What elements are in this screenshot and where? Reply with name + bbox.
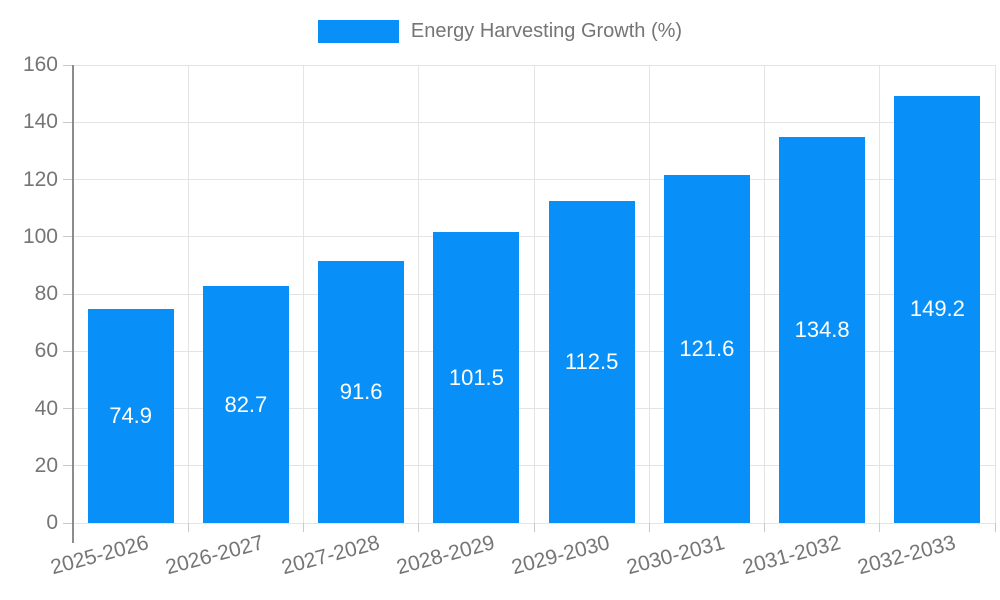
bar: 91.6 bbox=[318, 260, 405, 523]
y-tick-label: 160 bbox=[22, 53, 58, 76]
x-tick-label: 2032-2033 bbox=[855, 531, 959, 580]
gridline bbox=[879, 65, 881, 523]
tick-mark bbox=[63, 64, 72, 66]
tick-mark bbox=[63, 350, 72, 352]
legend-label: Energy Harvesting Growth (%) bbox=[410, 20, 683, 42]
bar-value-label: 82.7 bbox=[224, 391, 268, 417]
tick-mark bbox=[418, 523, 420, 532]
x-tick-label: 2031-2032 bbox=[739, 531, 843, 580]
y-tick-label: 60 bbox=[34, 339, 58, 363]
bar: 74.9 bbox=[87, 308, 174, 523]
x-tick-label: 2028-2029 bbox=[394, 531, 498, 580]
tick-mark bbox=[303, 523, 304, 532]
tick-mark bbox=[764, 523, 765, 532]
y-tick-label: 140 bbox=[22, 110, 58, 134]
bar: 149.2 bbox=[894, 95, 981, 523]
gridline bbox=[648, 65, 650, 523]
bar-value-label: 101.5 bbox=[448, 364, 504, 390]
gridline bbox=[764, 65, 765, 523]
tick-mark bbox=[63, 121, 72, 123]
y-tick-label: 20 bbox=[34, 453, 58, 477]
x-tick-label: 2025-2026 bbox=[48, 531, 152, 580]
legend: Energy Harvesting Growth (%) bbox=[0, 20, 1000, 43]
tick-mark bbox=[63, 465, 72, 467]
bar: 121.6 bbox=[663, 174, 750, 523]
gridline bbox=[418, 65, 420, 523]
y-tick-label: 80 bbox=[34, 282, 58, 305]
tick-mark bbox=[63, 408, 72, 409]
y-axis-line bbox=[72, 65, 74, 543]
tick-mark bbox=[533, 523, 535, 532]
gridline bbox=[533, 65, 535, 523]
x-tick-label: 2030-2031 bbox=[624, 531, 728, 580]
tick-mark bbox=[994, 523, 996, 532]
tick-mark bbox=[879, 523, 881, 532]
bar: 112.5 bbox=[548, 200, 635, 523]
bar-value-label: 134.8 bbox=[794, 317, 850, 343]
tick-mark bbox=[63, 293, 72, 295]
gridline bbox=[187, 65, 189, 523]
bar-value-label: 74.9 bbox=[109, 402, 153, 428]
y-tick-label: 100 bbox=[22, 224, 58, 248]
bar-value-label: 121.6 bbox=[679, 335, 735, 361]
plot-area: 0 20 40 60 80 100 120 140 160 74.9 2025-2026 82.7 20… bbox=[23, 53, 996, 579]
y-tick-label: 0 bbox=[46, 511, 58, 534]
x-tick-label: 2027-2028 bbox=[278, 531, 382, 580]
y-tick-label: 40 bbox=[34, 396, 58, 420]
x-tick-label: 2029-2030 bbox=[509, 531, 613, 580]
gridline bbox=[303, 65, 304, 523]
bar-value-label: 91.6 bbox=[339, 378, 383, 404]
legend-swatch bbox=[317, 20, 399, 43]
tick-mark bbox=[648, 523, 650, 532]
y-tick-label: 120 bbox=[22, 167, 58, 191]
bar-value-label: 112.5 bbox=[564, 348, 619, 374]
x-tick-label: 2026-2027 bbox=[163, 531, 267, 580]
gridline bbox=[994, 65, 996, 523]
tick-mark bbox=[63, 179, 72, 180]
bar: 134.8 bbox=[779, 137, 866, 523]
tick-mark bbox=[63, 236, 72, 238]
bar: 82.7 bbox=[202, 286, 289, 523]
tick-mark bbox=[187, 523, 189, 532]
tick-mark bbox=[63, 522, 72, 524]
bar: 101.5 bbox=[433, 232, 520, 523]
bar-value-label: 149.2 bbox=[909, 296, 965, 322]
